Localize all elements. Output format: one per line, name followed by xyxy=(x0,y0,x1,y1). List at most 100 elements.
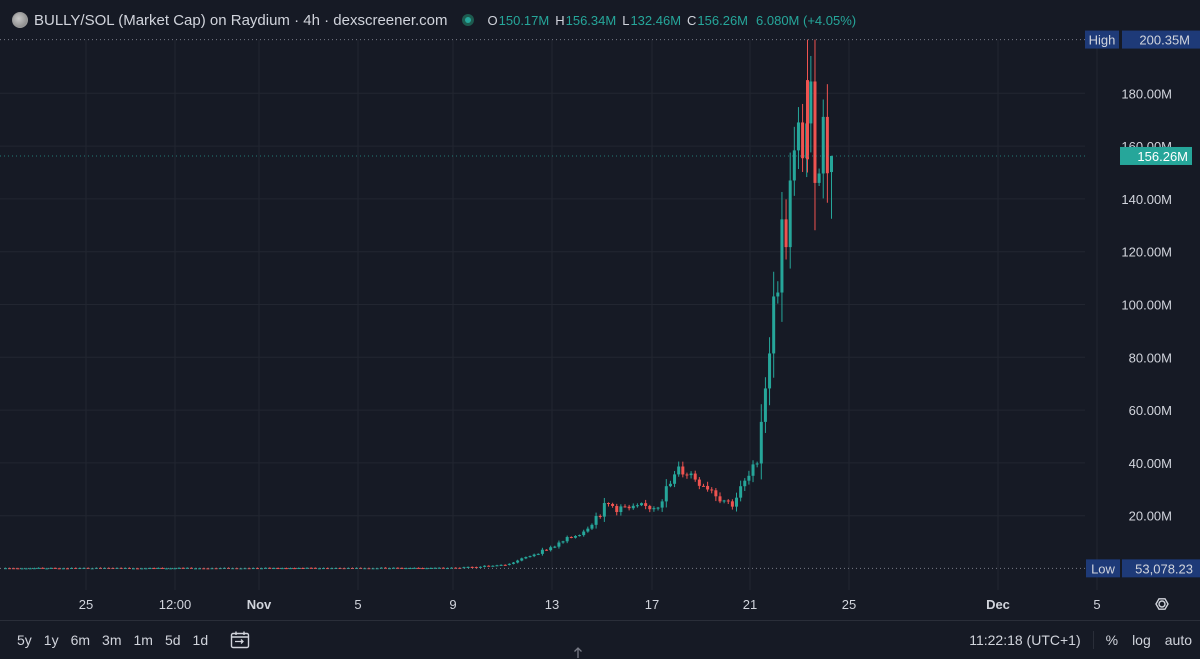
candle-body xyxy=(594,515,598,525)
range-5d-button[interactable]: 5d xyxy=(164,632,181,648)
candle-body xyxy=(701,485,705,487)
candlestick-chart[interactable]: 20.00M 40.00M 60.00M 80.00M 100.00M 120.00M 14… xyxy=(0,0,1200,620)
low-tag-label: Low xyxy=(1091,561,1115,576)
candle-body xyxy=(334,568,338,570)
candle-body xyxy=(152,568,156,570)
candle-body xyxy=(487,565,491,567)
candle-body xyxy=(528,556,532,558)
high-value: 156.34M xyxy=(565,12,617,28)
chart-settings-icon[interactable] xyxy=(1155,598,1169,610)
candle-body xyxy=(127,567,131,569)
candle-body xyxy=(524,557,528,559)
candle-body xyxy=(4,568,7,570)
range-1y-button[interactable]: 1y xyxy=(43,632,59,648)
candle-body xyxy=(53,567,57,569)
candle-body xyxy=(268,567,272,569)
clock-timezone[interactable]: 11:22:18 (UTC+1) xyxy=(969,632,1081,648)
candle-body xyxy=(507,563,511,565)
chart-area[interactable]: 20.00M 40.00M 60.00M 80.00M 100.00M 120.00M 14… xyxy=(0,0,1200,620)
candle-body xyxy=(627,506,631,509)
candle-body xyxy=(301,567,305,569)
candle-body xyxy=(132,568,136,570)
time-tick-label: 5 xyxy=(1093,597,1100,612)
candle-body xyxy=(74,567,78,569)
candle-body xyxy=(330,568,334,570)
candle-body xyxy=(388,568,392,570)
candle-body xyxy=(24,568,28,570)
time-tick-label: 17 xyxy=(645,597,659,612)
candle-body xyxy=(49,567,53,569)
time-tick-label: Dec xyxy=(986,597,1010,612)
candle-body xyxy=(821,116,825,174)
candle-body xyxy=(495,565,499,567)
range-3m-button[interactable]: 3m xyxy=(102,632,122,648)
candle-body xyxy=(169,568,173,570)
candle-body xyxy=(189,567,193,569)
scroll-up-arrow-icon[interactable] xyxy=(572,646,584,659)
candle-body xyxy=(32,568,36,570)
time-tick-label: 25 xyxy=(79,597,93,612)
low-value-label: 53,078.23 xyxy=(1135,561,1193,576)
candle-body xyxy=(421,568,425,570)
high-value-label: 200.35M xyxy=(1139,33,1190,48)
candle-body xyxy=(305,567,309,569)
candle-body xyxy=(615,505,619,513)
candle-body xyxy=(144,568,148,570)
candle-body xyxy=(520,558,524,561)
candle-body xyxy=(16,568,20,570)
time-tick-label: 12:00 xyxy=(159,597,192,612)
candle-body xyxy=(751,464,755,476)
candle-body xyxy=(379,567,383,569)
chart-title: BULLY/SOL (Market Cap) on Raydium · 4h ·… xyxy=(34,11,448,29)
candle-body xyxy=(185,567,189,569)
percent-scale-button[interactable]: % xyxy=(1105,632,1119,648)
range-5y-button[interactable]: 5y xyxy=(17,632,32,648)
candle-body xyxy=(809,81,813,124)
candle-body xyxy=(730,501,734,507)
candle-body xyxy=(483,565,487,567)
divider xyxy=(1092,631,1094,649)
log-scale-button[interactable]: log xyxy=(1132,632,1151,648)
candle-body xyxy=(276,568,280,570)
candle-body xyxy=(322,568,326,570)
price-tick-label: 140.00M xyxy=(1121,192,1172,207)
current-price-label: 156.26M xyxy=(1137,149,1188,164)
candle-body xyxy=(65,568,69,570)
candle-body xyxy=(264,567,268,569)
candle-body xyxy=(644,503,648,506)
candle-body xyxy=(450,567,454,569)
candle-body xyxy=(173,568,177,570)
candle-body xyxy=(573,536,577,538)
candle-body xyxy=(635,505,639,507)
low-value-bg xyxy=(1122,559,1200,578)
candle-body xyxy=(830,155,833,173)
live-status-icon xyxy=(461,14,474,26)
candle-body xyxy=(714,490,718,497)
candle-body xyxy=(37,567,41,569)
candle-body xyxy=(466,566,470,568)
range-6m-button[interactable]: 6m xyxy=(70,632,91,648)
candle-body xyxy=(503,564,507,566)
low-tag-bg xyxy=(1086,559,1120,578)
candle-body xyxy=(177,567,181,569)
date-range-icon[interactable] xyxy=(230,631,250,649)
range-1d-button[interactable]: 1d xyxy=(192,632,209,648)
candle-body xyxy=(396,567,400,569)
candle-body xyxy=(801,122,805,159)
candle-body xyxy=(565,537,569,542)
candle-body xyxy=(664,486,668,502)
candle-body xyxy=(557,542,561,547)
ohlc-readout: O150.17M H156.34M L132.46M C156.26M 6.08… xyxy=(488,13,857,28)
candle-body xyxy=(136,568,140,570)
price-tick-label: 20.00M xyxy=(1129,509,1172,524)
range-1m-button[interactable]: 1m xyxy=(133,632,153,648)
candle-body xyxy=(8,568,12,570)
candle-body xyxy=(606,503,610,505)
candle-body xyxy=(590,524,594,529)
candle-body xyxy=(685,474,689,476)
auto-scale-button[interactable]: auto xyxy=(1164,632,1192,648)
candle-body xyxy=(792,150,796,181)
candle-body xyxy=(540,549,544,554)
candle-body xyxy=(57,568,61,570)
candle-body xyxy=(412,567,416,569)
